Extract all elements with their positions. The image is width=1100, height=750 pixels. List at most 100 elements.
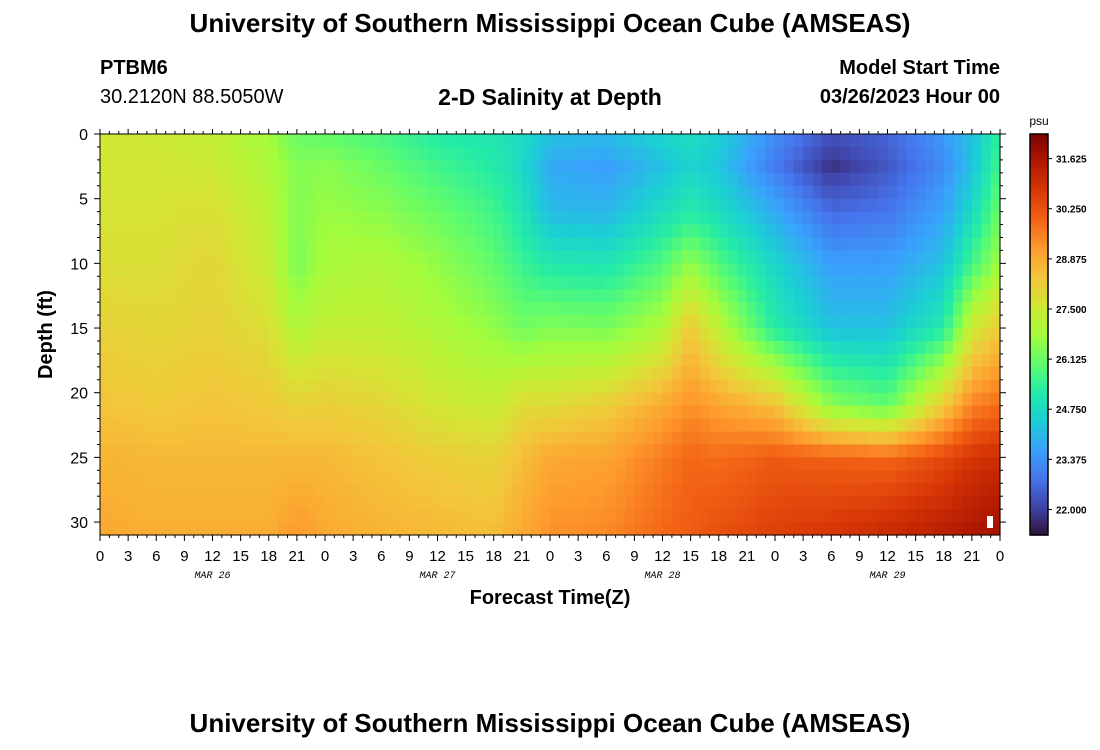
heatmap-cell bbox=[690, 172, 701, 187]
heatmap-cell bbox=[625, 134, 635, 148]
colorbar-segment bbox=[1030, 481, 1048, 486]
heatmap-cell bbox=[840, 146, 851, 161]
heatmap-cell bbox=[521, 457, 532, 471]
colorbar-segment bbox=[1030, 157, 1048, 162]
heatmap-cell bbox=[615, 444, 626, 458]
heatmap-cell bbox=[831, 379, 842, 394]
heatmap-cell bbox=[681, 172, 692, 187]
heatmap-cell bbox=[259, 431, 270, 446]
heatmap-cell bbox=[746, 172, 757, 187]
heatmap-cell bbox=[400, 483, 410, 497]
heatmap-cell bbox=[493, 289, 504, 303]
heatmap-cell bbox=[596, 379, 607, 394]
heatmap-cell bbox=[803, 250, 814, 264]
heatmap-cell bbox=[371, 211, 382, 226]
heatmap-cell bbox=[268, 237, 279, 252]
heatmap-cell bbox=[953, 392, 964, 407]
heatmap-cell bbox=[465, 483, 476, 497]
heatmap-cell bbox=[100, 353, 110, 368]
heatmap-cell bbox=[250, 289, 260, 303]
heatmap-cell bbox=[315, 172, 326, 187]
heatmap-cell bbox=[821, 379, 832, 394]
heatmap-cell bbox=[278, 263, 289, 277]
heatmap-cell bbox=[278, 134, 289, 148]
heatmap-cell bbox=[728, 496, 739, 510]
heatmap-cell bbox=[709, 250, 720, 264]
heatmap-cell bbox=[315, 211, 326, 226]
heatmap-cell bbox=[840, 289, 851, 303]
heatmap-cell bbox=[531, 366, 542, 381]
heatmap-cell bbox=[362, 328, 373, 342]
heatmap-cell bbox=[353, 315, 364, 329]
heatmap-cell bbox=[737, 250, 748, 264]
heatmap-cell bbox=[221, 522, 232, 536]
heatmap-cell bbox=[915, 457, 926, 471]
heatmap-cell bbox=[625, 159, 635, 174]
heatmap-cell bbox=[868, 483, 879, 497]
heatmap-cell bbox=[596, 134, 607, 148]
heatmap-cell bbox=[296, 457, 307, 471]
heatmap-cell bbox=[587, 457, 598, 471]
heatmap-cell bbox=[278, 340, 289, 355]
heatmap-cell bbox=[906, 457, 917, 471]
heatmap-cell bbox=[484, 289, 495, 303]
heatmap-cell bbox=[334, 237, 345, 252]
heatmap-cell bbox=[690, 405, 701, 420]
heatmap-cell bbox=[156, 457, 167, 471]
heatmap-cell bbox=[821, 302, 832, 316]
heatmap-cell bbox=[925, 315, 935, 329]
heatmap-cell bbox=[456, 315, 467, 329]
heatmap-cell bbox=[990, 366, 1001, 381]
heatmap-cell bbox=[400, 250, 410, 264]
heatmap-cell bbox=[915, 418, 926, 433]
heatmap-cell bbox=[615, 379, 626, 394]
heatmap-cell bbox=[521, 379, 532, 394]
heatmap-cell bbox=[315, 263, 326, 277]
heatmap-cell bbox=[418, 483, 429, 497]
heatmap-cell bbox=[962, 457, 973, 471]
heatmap-cell bbox=[878, 444, 889, 458]
colorbar-segment bbox=[1030, 200, 1048, 205]
heatmap-cell bbox=[240, 237, 251, 252]
heatmap-cell bbox=[915, 289, 926, 303]
heatmap-cell bbox=[587, 211, 598, 226]
heatmap-cell bbox=[221, 224, 232, 239]
heatmap-cell bbox=[550, 340, 560, 355]
heatmap-cell bbox=[362, 146, 373, 161]
heatmap-cell bbox=[821, 483, 832, 497]
heatmap-cell bbox=[306, 263, 317, 277]
heatmap-cell bbox=[596, 159, 607, 174]
heatmap-cell bbox=[306, 522, 317, 536]
heatmap-cell bbox=[268, 392, 279, 407]
heatmap-cell bbox=[831, 263, 842, 277]
heatmap-cell bbox=[559, 405, 570, 420]
heatmap-cell bbox=[540, 302, 551, 316]
heatmap-cell bbox=[812, 172, 823, 187]
heatmap-cell bbox=[118, 470, 129, 484]
heatmap-cell bbox=[353, 134, 364, 148]
colorbar-segment bbox=[1030, 451, 1048, 456]
heatmap-cell bbox=[756, 302, 767, 316]
heatmap-cell bbox=[662, 276, 673, 290]
heatmap-cell bbox=[118, 340, 129, 355]
heatmap-cell bbox=[446, 211, 457, 226]
heatmap-cell bbox=[765, 457, 776, 471]
heatmap-cell bbox=[700, 392, 710, 407]
heatmap-cell bbox=[756, 250, 767, 264]
heatmap-cell bbox=[540, 172, 551, 187]
heatmap-cell bbox=[287, 431, 298, 446]
heatmap-cell bbox=[775, 146, 785, 161]
heatmap-cell bbox=[353, 431, 364, 446]
heatmap-cell bbox=[746, 276, 757, 290]
heatmap-cell bbox=[381, 392, 392, 407]
heatmap-cell bbox=[250, 302, 260, 316]
heatmap-cell bbox=[306, 289, 317, 303]
heatmap-cell bbox=[400, 470, 410, 484]
heatmap-cell bbox=[746, 263, 757, 277]
heatmap-cell bbox=[756, 457, 767, 471]
heatmap-cell bbox=[578, 315, 589, 329]
heatmap-cell bbox=[765, 250, 776, 264]
heatmap-cell bbox=[681, 134, 692, 148]
heatmap-cell bbox=[803, 211, 814, 226]
heatmap-cell bbox=[971, 172, 982, 187]
